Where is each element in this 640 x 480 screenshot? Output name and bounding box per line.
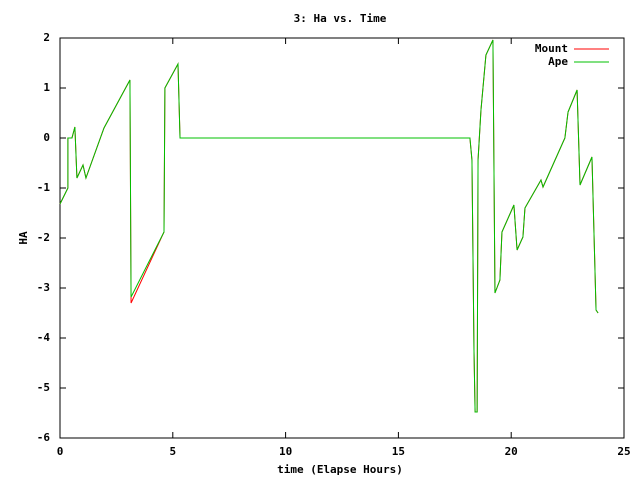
y-axis-label: HA — [17, 231, 30, 245]
chart-title: 3: Ha vs. Time — [294, 12, 387, 25]
y-tick-label: -6 — [37, 431, 51, 444]
x-axis-label: time (Elapse Hours) — [277, 463, 403, 476]
x-tick-label: 20 — [505, 445, 518, 458]
legend-label: Ape — [548, 55, 568, 68]
y-tick-label: -5 — [37, 381, 50, 394]
y-tick-label: -4 — [37, 331, 51, 344]
y-tick-label: 1 — [43, 81, 50, 94]
x-tick-label: 0 — [57, 445, 64, 458]
x-tick-label: 25 — [617, 445, 630, 458]
x-tick-label: 5 — [169, 445, 176, 458]
y-tick-label: 0 — [43, 131, 50, 144]
y-tick-label: -1 — [37, 181, 51, 194]
data-line — [59, 39, 599, 413]
y-tick-label: 2 — [43, 31, 50, 44]
x-tick-label: 15 — [392, 445, 405, 458]
y-tick-label: -2 — [37, 231, 50, 244]
legend-label: Mount — [535, 42, 568, 55]
y-tick-label: -3 — [37, 281, 50, 294]
x-tick-label: 10 — [279, 445, 292, 458]
